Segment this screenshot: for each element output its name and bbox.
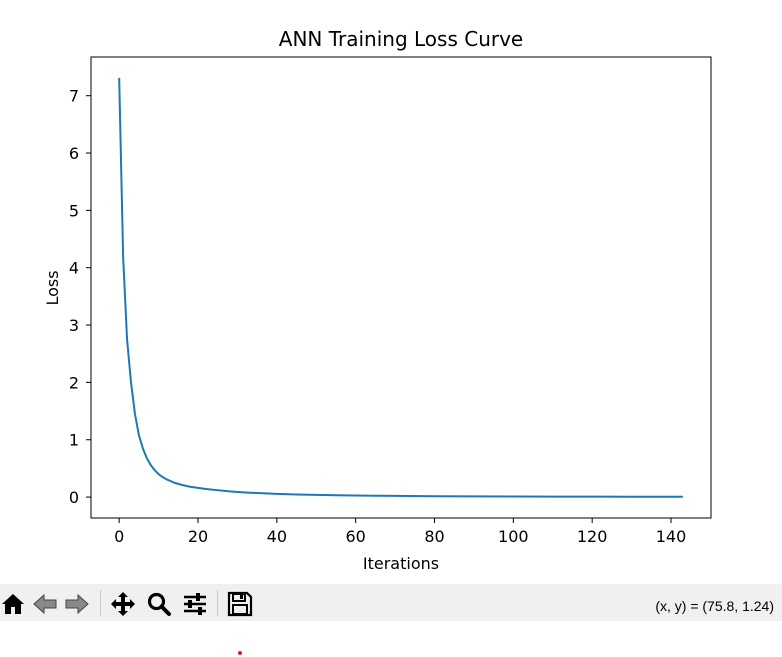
zoom-magnifier-icon[interactable] — [146, 591, 172, 617]
toolbar-separator — [100, 590, 101, 616]
x-tick-label: 80 — [424, 527, 444, 546]
x-tick-label: 20 — [188, 527, 208, 546]
x-tick-label: 100 — [498, 527, 529, 546]
configure-subplots-icon[interactable] — [182, 591, 208, 617]
navigation-toolbar: (x, y) = (75.8, 1.24) — [0, 584, 782, 621]
series-line-loss — [118, 77, 683, 498]
x-tick-label: 60 — [345, 527, 365, 546]
y-tick-label: 7 — [69, 87, 79, 106]
y-axis: 0 1 2 3 4 5 6 7 — [69, 87, 91, 507]
x-tick-label: 40 — [267, 527, 287, 546]
back-arrow-icon[interactable] — [32, 591, 58, 617]
axes-frame — [90, 56, 712, 519]
chart-title: ANN Training Loss Curve — [279, 27, 523, 51]
save-floppy-icon[interactable] — [227, 591, 253, 617]
y-tick-label: 5 — [69, 201, 79, 220]
toolbar-separator — [217, 590, 218, 616]
y-tick-label: 2 — [69, 373, 79, 392]
x-tick-label: 0 — [114, 527, 124, 546]
y-tick-label: 0 — [69, 488, 79, 507]
home-icon[interactable] — [0, 591, 26, 617]
pan-move-icon[interactable] — [110, 591, 136, 617]
x-tick-label: 140 — [656, 527, 687, 546]
x-axis-label: Iterations — [363, 554, 439, 573]
y-axis-label: Loss — [43, 270, 62, 305]
y-tick-label: 6 — [69, 144, 79, 163]
y-tick-label: 1 — [69, 431, 79, 450]
y-tick-label: 3 — [69, 316, 79, 335]
figure-canvas: ANN Training Loss Curve 0 20 40 60 80 100 120 1… — [43, 27, 712, 573]
y-tick-label: 4 — [69, 259, 79, 278]
x-axis: 0 20 40 60 80 100 120 140 — [114, 518, 686, 546]
forward-arrow-icon[interactable] — [64, 591, 90, 617]
x-tick-label: 120 — [577, 527, 608, 546]
cursor-coordinates-readout: (x, y) = (75.8, 1.24) — [655, 598, 774, 614]
cursor-marker-dot — [238, 651, 242, 655]
